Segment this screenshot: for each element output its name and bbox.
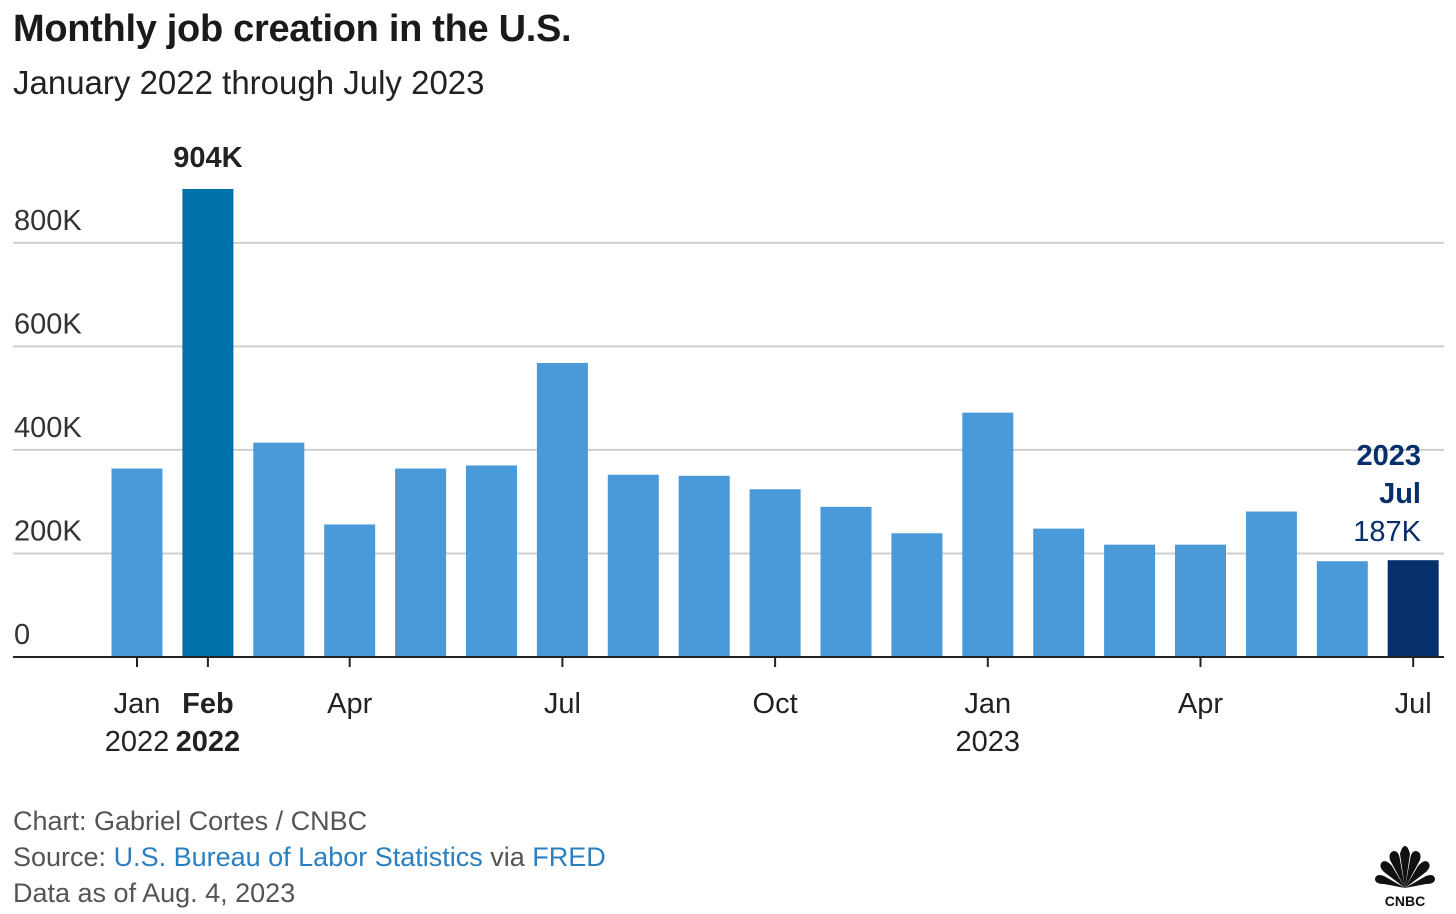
data-date-note: Data as of Aug. 4, 2023	[13, 878, 296, 908]
peacock-icon	[1375, 846, 1435, 888]
latest-value-label: 187K	[1353, 516, 1421, 548]
bar	[324, 524, 376, 657]
bar	[1033, 528, 1085, 657]
chart-title: Monthly job creation in the U.S.	[13, 8, 572, 50]
logo-text: CNBC	[1385, 893, 1425, 908]
bar	[1175, 544, 1226, 657]
source-link-fred[interactable]: FRED	[532, 842, 606, 872]
x-tick-label: Jan	[964, 688, 1011, 720]
bar	[1316, 561, 1368, 657]
bar	[395, 468, 447, 657]
bar	[962, 412, 1014, 657]
bar	[253, 442, 305, 657]
bar	[466, 465, 517, 657]
bar-chart: 0 200K 400K 600K 800K Jan 2022 Feb 2022 Apr Jul Oct…	[13, 142, 1444, 758]
cnbc-logo: CNBC	[1375, 846, 1435, 908]
x-tick-label-year: 2023	[956, 726, 1021, 758]
source-link-bls[interactable]: U.S. Bureau of Labor Statistics	[113, 842, 483, 872]
y-tick-label: 200K	[14, 515, 82, 547]
source-prefix: Source:	[13, 842, 114, 872]
bar	[111, 468, 163, 657]
bar	[536, 362, 588, 657]
bar	[607, 474, 659, 657]
x-tick-label: Jan	[114, 688, 161, 720]
chart-subtitle: January 2022 through July 2023	[13, 64, 485, 101]
x-tick-label: Jul	[1395, 688, 1432, 720]
y-tick-label: 800K	[14, 205, 82, 237]
bar	[1245, 511, 1297, 657]
x-tick-label-year: 2022	[176, 726, 241, 758]
latest-year-label: 2023	[1356, 440, 1421, 472]
bar	[678, 475, 730, 657]
latest-month-label: Jul	[1379, 478, 1421, 510]
x-tick-label: Apr	[327, 688, 372, 720]
chart-source: Source: U.S. Bureau of Labor Statistics …	[13, 842, 606, 873]
bar	[1387, 560, 1439, 657]
y-tick-label: 400K	[14, 412, 82, 444]
bar	[749, 489, 801, 657]
y-tick-label: 600K	[14, 308, 82, 340]
x-tick-label: Apr	[1178, 688, 1223, 720]
chart-credit: Chart: Gabriel Cortes / CNBC	[13, 806, 368, 836]
y-tick-label: 0	[14, 619, 30, 651]
bar	[820, 506, 872, 657]
x-tick-label: Oct	[753, 688, 798, 720]
x-tick-label-year: 2022	[105, 726, 170, 758]
peak-value-label: 904K	[173, 142, 242, 174]
x-tick-label: Jul	[544, 688, 581, 720]
source-mid: via	[482, 842, 533, 872]
bar	[182, 189, 234, 657]
x-tick-label: Feb	[182, 688, 234, 720]
bar	[1104, 544, 1156, 657]
bar	[891, 533, 943, 657]
